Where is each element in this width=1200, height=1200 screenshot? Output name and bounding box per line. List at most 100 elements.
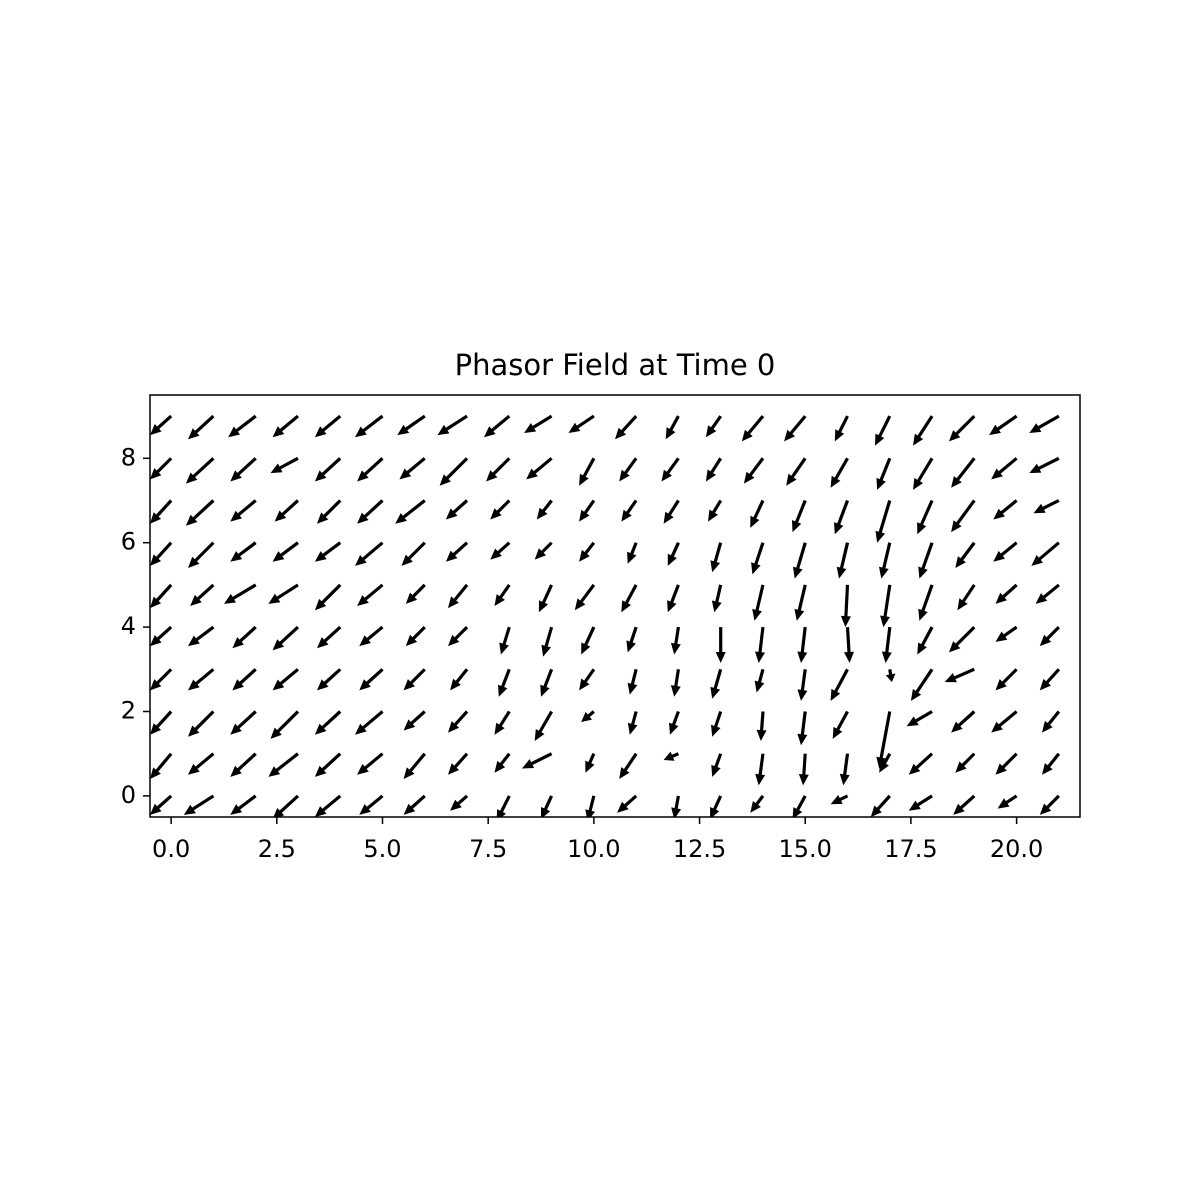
x-tick-label: 17.5 [884, 835, 937, 863]
arrow [792, 499, 807, 533]
arrow [786, 457, 807, 486]
arrow [355, 710, 384, 735]
arrow [830, 457, 849, 488]
arrow [230, 457, 257, 482]
arrow [150, 457, 173, 480]
arrow [541, 626, 554, 657]
arrow [150, 583, 173, 609]
arrow [401, 541, 426, 566]
arrow [754, 668, 765, 693]
arrow [448, 583, 469, 609]
x-tick-label: 12.5 [673, 835, 726, 863]
arrow [403, 668, 426, 691]
arrow [232, 668, 257, 691]
arrow [908, 752, 934, 775]
arrow [917, 499, 934, 535]
arrow [797, 711, 808, 746]
arrow [188, 541, 215, 568]
arrow [834, 499, 849, 535]
arrow [314, 583, 342, 611]
arrow [908, 794, 933, 811]
arrow [272, 414, 299, 438]
arrow [705, 457, 722, 482]
arrow [798, 753, 809, 786]
chart-title: Phasor Field at Time 0 [455, 348, 776, 382]
arrow [944, 667, 975, 683]
arrow [870, 794, 891, 817]
arrow [188, 752, 215, 775]
arrow [540, 668, 554, 697]
arrow [839, 753, 850, 786]
y-tick-label: 8 [121, 443, 136, 471]
plot-frame [149, 394, 1081, 818]
arrow [661, 457, 680, 482]
arrow [879, 542, 892, 579]
arrow [957, 584, 976, 611]
arrow [272, 625, 299, 651]
arrow [399, 457, 426, 480]
arrow [357, 752, 384, 775]
arrow [585, 795, 596, 817]
arrow [906, 710, 933, 727]
arrow [711, 711, 723, 737]
arrow [832, 710, 849, 739]
arrow [150, 499, 173, 524]
arrow [188, 710, 215, 737]
x-tick-label: 5.0 [363, 835, 401, 863]
x-tick-label: 10.0 [567, 835, 620, 863]
x-tick-label: 7.5 [469, 835, 507, 863]
arrow [951, 499, 976, 533]
arrow [750, 794, 765, 813]
arrow [710, 668, 723, 699]
arrow [830, 794, 849, 805]
arrow [1033, 499, 1060, 514]
arrow [437, 414, 468, 436]
arrow [150, 625, 173, 647]
arrow [834, 415, 849, 442]
arrow [268, 583, 299, 604]
arrow [581, 626, 596, 655]
arrow [993, 541, 1018, 562]
arrow [879, 752, 892, 773]
arrow [183, 794, 215, 815]
arrow [486, 457, 511, 482]
arrow [885, 669, 896, 682]
arrow [314, 457, 342, 482]
arrow [913, 457, 934, 490]
arrow [667, 584, 680, 613]
arrow [534, 710, 553, 741]
arrow [1035, 583, 1060, 604]
arrow [671, 795, 682, 817]
arrow [357, 583, 384, 606]
y-tick-label: 2 [121, 697, 136, 725]
arrow [274, 499, 299, 522]
y-tick-label: 0 [121, 781, 136, 809]
y-tick-label: 6 [121, 528, 136, 556]
arrow [995, 752, 1018, 775]
arrow [317, 625, 342, 649]
arrow [1029, 456, 1060, 474]
arrow [445, 541, 469, 562]
arrow [876, 711, 892, 769]
arrow [272, 541, 299, 562]
arrow [403, 710, 426, 731]
arrow [230, 752, 257, 777]
arrow [579, 499, 596, 522]
arrow [448, 710, 469, 733]
arrow [710, 795, 723, 817]
arrow [494, 752, 511, 773]
arrow [272, 668, 299, 691]
arrow [185, 457, 215, 484]
arrow [784, 415, 807, 442]
arrow [190, 583, 215, 606]
arrow [522, 752, 553, 769]
arrow [955, 541, 976, 568]
arrow [494, 584, 511, 606]
arrow [230, 541, 257, 562]
arrow [711, 753, 723, 777]
x-tick-label: 0.0 [152, 835, 190, 863]
arrow [450, 794, 469, 811]
arrow [445, 499, 469, 520]
arrow [224, 583, 257, 604]
